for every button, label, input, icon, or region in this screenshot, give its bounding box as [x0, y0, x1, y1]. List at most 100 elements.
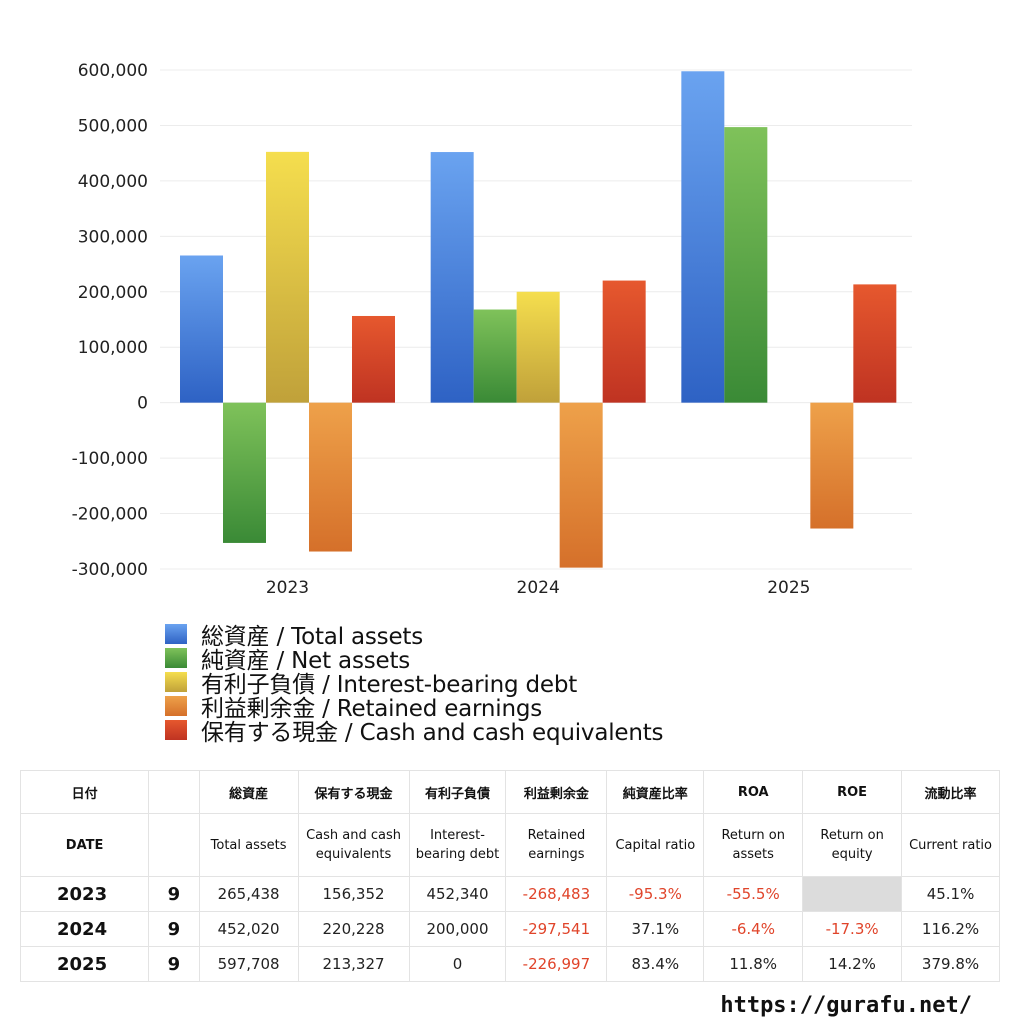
legend-label: 保有する現金 / Cash and cash equivalents	[201, 720, 664, 746]
x-tick-label: 2024	[517, 578, 560, 598]
y-axis: 600,000 500,000 400,000 300,000 200,000 100,0…	[72, 61, 148, 580]
current-ratio-cell: 45.1%	[901, 876, 1000, 912]
month-cell: 9	[148, 876, 200, 912]
legend-item-retained-earnings: 利益剰余金 / Retained earnings	[165, 694, 663, 722]
table-row: 2025 9 597,708 213,327 0 -226,997 83.4% …	[19, 946, 1000, 982]
bar	[810, 402, 854, 529]
capital-ratio-cell: 83.4%	[606, 946, 705, 982]
roe-cell: 14.2%	[802, 946, 903, 982]
header-cell: Retained earnings	[505, 813, 608, 877]
month-cell: 9	[148, 946, 200, 982]
header-cell: ROE	[802, 770, 903, 814]
y-tick-label: 200,000	[78, 283, 148, 303]
y-tick-label: -200,000	[72, 505, 148, 525]
current-ratio-cell: 379.8%	[901, 946, 1000, 982]
header-cell: 有利子負債	[408, 770, 507, 814]
retained-earnings-cell: -297,541	[505, 911, 608, 947]
header-cell: Interest-bearing debt	[408, 813, 507, 877]
header-cell	[148, 813, 200, 877]
legend-swatch-net-assets	[165, 648, 187, 668]
bar	[309, 402, 352, 552]
y-tick-label: 0	[137, 394, 148, 414]
legend-swatch-interest-bearing-debt	[165, 672, 187, 692]
year-cell: 2025	[19, 946, 150, 982]
header-cell: 流動比率	[901, 770, 1000, 814]
header-cell: Return on assets	[703, 813, 804, 877]
header-cell: DATE	[19, 813, 150, 877]
y-tick-label: 300,000	[78, 227, 148, 247]
legend-swatch-cash	[165, 720, 187, 740]
legend-swatch-retained-earnings	[165, 696, 187, 716]
header-cell: 総資産	[198, 770, 299, 814]
source-url: https://gurafu.net/	[720, 993, 972, 1018]
legend-item-interest-bearing-debt: 有利子負債 / Interest-bearing debt	[165, 670, 663, 698]
bar	[681, 71, 725, 403]
table-row: 2023 9 265,438 156,352 452,340 -268,483 …	[19, 876, 1000, 912]
bar-chart: 600,000 500,000 400,000 300,000 200,000 100,0…	[72, 61, 912, 598]
y-tick-label: 100,000	[78, 338, 148, 358]
y-tick-label: -300,000	[72, 560, 148, 580]
y-tick-label: 400,000	[78, 172, 148, 192]
bar	[602, 280, 646, 403]
year-cell: 2024	[19, 911, 150, 947]
year-cell: 2023	[19, 876, 150, 912]
x-tick-label: 2023	[266, 578, 309, 598]
roe-cell	[802, 876, 903, 912]
debt-cell: 200,000	[408, 911, 507, 947]
current-ratio-cell: 116.2%	[901, 911, 1000, 947]
header-cell: 日付	[19, 770, 150, 814]
header-cell: Return on equity	[802, 813, 903, 877]
legend-item-total-assets: 総資産 / Total assets	[165, 622, 663, 650]
total-assets-cell: 452,020	[198, 911, 299, 947]
bar	[724, 127, 768, 403]
legend-label: 純資産 / Net assets	[201, 648, 411, 674]
capital-ratio-cell: 37.1%	[606, 911, 705, 947]
y-tick-label: 600,000	[78, 61, 148, 81]
header-cell: Current ratio	[901, 813, 1000, 877]
retained-earnings-cell: -268,483	[505, 876, 608, 912]
cash-cell: 220,228	[297, 911, 410, 947]
table-header-jp: 日付 総資産 保有する現金 有利子負債 利益剰余金 純資産比率 ROA ROE …	[19, 770, 1000, 814]
cash-cell: 156,352	[297, 876, 410, 912]
chart-legend: 総資産 / Total assets 純資産 / Net assets 有利子負…	[165, 622, 664, 746]
header-cell: Capital ratio	[606, 813, 705, 877]
debt-cell: 452,340	[408, 876, 507, 912]
bar	[430, 152, 474, 403]
legend-label: 総資産 / Total assets	[201, 624, 424, 650]
header-cell: 利益剰余金	[505, 770, 608, 814]
cash-cell: 213,327	[297, 946, 410, 982]
bar	[180, 255, 223, 403]
bars	[180, 71, 897, 568]
bar	[516, 291, 560, 403]
header-cell: ROA	[703, 770, 804, 814]
legend-label: 利益剰余金 / Retained earnings	[201, 696, 543, 722]
bar	[223, 402, 266, 543]
roe-cell: -17.3%	[802, 911, 903, 947]
legend-swatch-total-assets	[165, 624, 187, 644]
roa-cell: -55.5%	[703, 876, 804, 912]
table-row: 2024 9 452,020 220,228 200,000 -297,541 …	[19, 911, 1000, 947]
total-assets-cell: 265,438	[198, 876, 299, 912]
header-cell: 保有する現金	[297, 770, 410, 814]
x-tick-label: 2025	[767, 578, 810, 598]
capital-ratio-cell: -95.3%	[606, 876, 705, 912]
y-tick-label: -100,000	[72, 449, 148, 469]
total-assets-cell: 597,708	[198, 946, 299, 982]
header-cell: 純資産比率	[606, 770, 705, 814]
bar	[853, 284, 897, 403]
bar	[352, 315, 395, 403]
legend-item-net-assets: 純資産 / Net assets	[165, 646, 663, 674]
debt-cell: 0	[408, 946, 507, 982]
bar	[473, 309, 517, 403]
header-cell	[148, 770, 200, 814]
legend-label: 有利子負債 / Interest-bearing debt	[201, 672, 578, 698]
bar	[559, 402, 603, 568]
header-cell: Cash and cash equivalents	[297, 813, 410, 877]
retained-earnings-cell: -226,997	[505, 946, 608, 982]
roa-cell: -6.4%	[703, 911, 804, 947]
month-cell: 9	[148, 911, 200, 947]
header-cell: Total assets	[198, 813, 299, 877]
financial-table: 日付 総資産 保有する現金 有利子負債 利益剰余金 純資産比率 ROA ROE …	[19, 770, 1000, 982]
x-axis: 2023 2024 2025	[266, 578, 811, 598]
legend-item-cash: 保有する現金 / Cash and cash equivalents	[165, 718, 664, 746]
